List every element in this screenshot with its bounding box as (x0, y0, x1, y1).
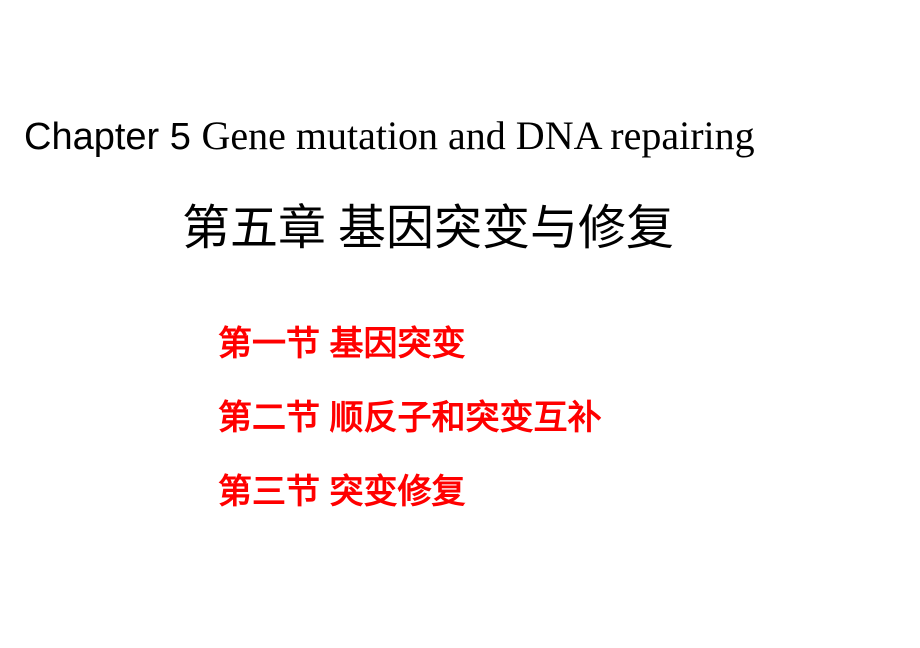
section-2-heading: 第二节 顺反子和突变互补 (218, 390, 601, 439)
chapter-subtitle-english: Gene mutation and DNA repairing (201, 113, 754, 158)
section-3-heading: 第三节 突变修复 (218, 464, 465, 513)
chapter-number: Chapter 5 (24, 116, 201, 158)
chapter-title-english: Chapter 5 Gene mutation and DNA repairin… (24, 112, 755, 159)
chapter-title-chinese: 第五章 基因突变与修复 (182, 188, 674, 258)
section-1-heading: 第一节 基因突变 (218, 316, 465, 365)
